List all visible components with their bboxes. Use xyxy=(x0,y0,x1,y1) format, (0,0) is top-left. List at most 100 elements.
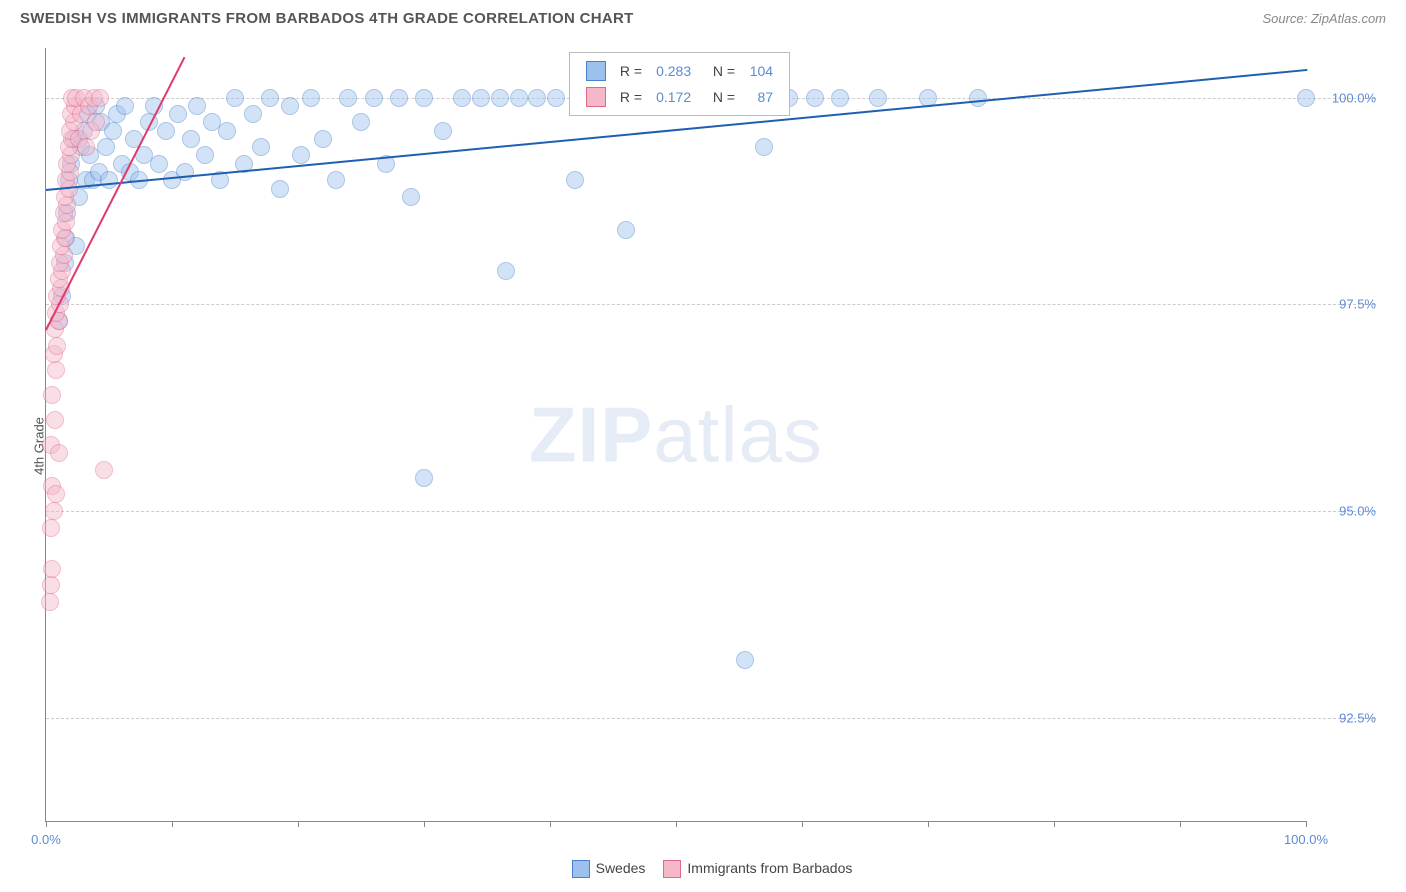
y-tick-label: 92.5% xyxy=(1316,710,1376,725)
x-tick xyxy=(928,821,929,827)
data-point xyxy=(48,337,66,355)
data-point xyxy=(415,89,433,107)
data-point xyxy=(547,89,565,107)
x-tick xyxy=(550,821,551,827)
data-point xyxy=(261,89,279,107)
data-point xyxy=(252,138,270,156)
r-value: 0.172 xyxy=(650,85,697,109)
data-point xyxy=(42,576,60,594)
data-point xyxy=(528,89,546,107)
data-point xyxy=(182,130,200,148)
data-point xyxy=(196,146,214,164)
legend-swatch xyxy=(572,860,590,878)
data-point xyxy=(566,171,584,189)
legend-swatch xyxy=(586,87,606,107)
data-point xyxy=(46,411,64,429)
data-point xyxy=(736,651,754,669)
data-point xyxy=(302,89,320,107)
x-tick xyxy=(424,821,425,827)
data-point xyxy=(100,171,118,189)
x-tick xyxy=(676,821,677,827)
legend-label: Swedes xyxy=(596,860,646,876)
data-point xyxy=(352,113,370,131)
data-point xyxy=(244,105,262,123)
data-point xyxy=(218,122,236,140)
data-point xyxy=(339,89,357,107)
legend-label: Immigrants from Barbados xyxy=(687,860,852,876)
data-point xyxy=(327,171,345,189)
data-point xyxy=(415,469,433,487)
data-point xyxy=(104,122,122,140)
data-point xyxy=(510,89,528,107)
data-point xyxy=(45,502,63,520)
data-point xyxy=(42,519,60,537)
data-point xyxy=(271,180,289,198)
data-point xyxy=(1297,89,1315,107)
n-value: 104 xyxy=(743,59,779,83)
data-point xyxy=(43,386,61,404)
data-point xyxy=(755,138,773,156)
data-point xyxy=(116,97,134,115)
legend-swatch xyxy=(586,61,606,81)
data-point xyxy=(617,221,635,239)
data-point xyxy=(453,89,471,107)
data-point xyxy=(41,593,59,611)
data-point xyxy=(77,138,95,156)
x-tick xyxy=(1054,821,1055,827)
data-point xyxy=(869,89,887,107)
n-label: N = xyxy=(699,59,741,83)
legend-swatch xyxy=(663,860,681,878)
x-tick-label: 100.0% xyxy=(1284,832,1328,847)
data-point xyxy=(43,560,61,578)
n-label: N = xyxy=(699,85,741,109)
x-tick-label: 0.0% xyxy=(31,832,61,847)
data-point xyxy=(47,485,65,503)
data-point xyxy=(491,89,509,107)
x-tick xyxy=(172,821,173,827)
x-tick xyxy=(802,821,803,827)
x-tick xyxy=(46,821,47,827)
data-point xyxy=(97,138,115,156)
data-point xyxy=(95,461,113,479)
y-tick-label: 95.0% xyxy=(1316,503,1376,518)
chart-header: SWEDISH VS IMMIGRANTS FROM BARBADOS 4TH … xyxy=(0,0,1406,35)
data-point xyxy=(434,122,452,140)
data-point xyxy=(226,89,244,107)
data-point xyxy=(472,89,490,107)
gridline-h xyxy=(46,304,1376,305)
gridline-h xyxy=(46,718,1376,719)
data-point xyxy=(87,113,105,131)
y-tick-label: 100.0% xyxy=(1316,90,1376,105)
data-point xyxy=(831,89,849,107)
data-point xyxy=(390,89,408,107)
data-point xyxy=(402,188,420,206)
chart-title: SWEDISH VS IMMIGRANTS FROM BARBADOS 4TH … xyxy=(20,10,634,27)
gridline-h xyxy=(46,511,1376,512)
x-tick xyxy=(298,821,299,827)
data-point xyxy=(50,444,68,462)
r-label: R = xyxy=(614,85,648,109)
chart-source: Source: ZipAtlas.com xyxy=(1262,11,1386,26)
y-tick-label: 97.5% xyxy=(1316,297,1376,312)
n-value: 87 xyxy=(743,85,779,109)
data-point xyxy=(169,105,187,123)
legend-bottom: Swedes Immigrants from Barbados xyxy=(0,860,1406,878)
r-value: 0.283 xyxy=(650,59,697,83)
data-point xyxy=(91,89,109,107)
data-point xyxy=(188,97,206,115)
x-tick xyxy=(1180,821,1181,827)
data-point xyxy=(365,89,383,107)
data-point xyxy=(281,97,299,115)
scatter-plot-area: ZIPatlas 92.5%95.0%97.5%100.0%0.0%100.0%… xyxy=(45,48,1306,822)
data-point xyxy=(157,122,175,140)
legend-stats-box: R =0.283 N =104 R =0.172 N =87 xyxy=(569,52,790,116)
data-point xyxy=(150,155,168,173)
data-point xyxy=(497,262,515,280)
data-point xyxy=(314,130,332,148)
data-point xyxy=(969,89,987,107)
data-point xyxy=(47,361,65,379)
data-point xyxy=(806,89,824,107)
x-tick xyxy=(1306,821,1307,827)
r-label: R = xyxy=(614,59,648,83)
data-point xyxy=(292,146,310,164)
